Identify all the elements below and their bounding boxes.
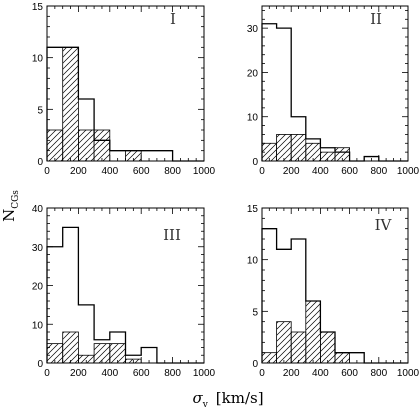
y-ticks: 0 10 20 30 <box>247 10 408 168</box>
x-ticks: 0 200 400 600 800 1000 <box>44 6 216 177</box>
y-tick-label: 15 <box>32 2 44 13</box>
x-tick-label: 400 <box>312 368 329 379</box>
x-tick-label: 600 <box>133 166 150 177</box>
hatched-bars <box>261 300 351 364</box>
x-ticks: 0 200 400 600 800 1000 <box>44 208 216 379</box>
hatched-bar <box>319 331 336 364</box>
panel-1: 0 200 400 600 800 1000 0 5 10 15 I <box>32 2 216 177</box>
y-tick-label: 10 <box>247 113 259 124</box>
y-tick-label: 10 <box>32 320 44 331</box>
x-tick-label: 200 <box>283 368 300 379</box>
x-tick-label: 0 <box>259 166 265 177</box>
x-tick-label: 200 <box>70 368 87 379</box>
y-axis-title: NCGs <box>0 190 21 222</box>
x-tick-label: 600 <box>341 368 358 379</box>
x-ticks: 0 200 400 600 800 1000 <box>259 6 419 177</box>
hatched-bar <box>93 129 111 162</box>
panel-label: II <box>370 10 382 28</box>
x-tick-label: 800 <box>164 166 181 177</box>
x-tick-label: 400 <box>101 166 118 177</box>
panel-2: 0 200 400 600 800 1000 0 10 20 30 II <box>247 5 419 177</box>
x-tick-label: 1000 <box>397 166 419 177</box>
x-tick-label: 1000 <box>397 368 419 379</box>
hatched-bar <box>290 134 307 162</box>
y-tick-label: 40 <box>32 204 44 215</box>
y-tick-label: 0 <box>37 359 43 370</box>
x-tick-label: 200 <box>70 166 87 177</box>
y-tick-label: 10 <box>247 256 259 267</box>
x-tick-label: 200 <box>283 166 300 177</box>
x-tick-label: 800 <box>370 368 387 379</box>
hatched-bars <box>46 331 142 364</box>
y-tick-label: 15 <box>247 204 259 215</box>
x-tick-label: 1000 <box>193 166 216 177</box>
hatched-bar <box>276 134 292 162</box>
y-tick-label: 5 <box>37 105 43 116</box>
x-tick-label: 0 <box>44 368 50 379</box>
x-ticks: 0 200 400 600 800 1000 <box>259 208 419 379</box>
x-tick-label: 800 <box>370 166 387 177</box>
y-tick-label: 30 <box>32 243 44 254</box>
panel-label: I <box>170 10 176 28</box>
y-tick-label: 0 <box>37 157 43 168</box>
y-tick-label: 5 <box>252 307 258 318</box>
panel-label: IV <box>375 216 393 234</box>
y-tick-label: 10 <box>32 54 44 65</box>
y-tick-label: 0 <box>252 157 258 168</box>
y-ticks: 0 10 20 30 40 <box>32 204 204 370</box>
hatched-bar <box>46 129 64 162</box>
hatched-bar <box>62 331 79 364</box>
y-tick-label: 20 <box>32 282 44 293</box>
hatched-bar <box>78 129 95 162</box>
y-tick-label: 0 <box>252 359 258 370</box>
panel-3: 0 200 400 600 800 1000 0 10 20 30 40 III <box>32 204 216 379</box>
hatched-bar <box>62 46 79 162</box>
x-tick-label: 600 <box>341 166 358 177</box>
x-axis-title: σv [km/s] <box>192 389 263 410</box>
x-tick-label: 800 <box>164 368 181 379</box>
open-histogram-outline <box>261 23 408 162</box>
hatched-bar <box>276 321 292 364</box>
x-tick-label: 0 <box>44 166 50 177</box>
hatched-bar <box>305 300 321 364</box>
hatched-bar <box>290 331 307 364</box>
x-tick-label: 1000 <box>193 368 216 379</box>
x-tick-label: 400 <box>312 166 329 177</box>
x-tick-label: 400 <box>101 368 118 379</box>
y-ticks: 0 5 10 15 <box>32 2 204 168</box>
panel-4: 0 200 400 600 800 1000 0 5 10 15 IV <box>247 204 419 379</box>
y-tick-label: 30 <box>247 24 259 35</box>
hatched-bars <box>261 134 351 162</box>
y-tick-label: 20 <box>247 68 259 79</box>
x-tick-label: 600 <box>133 368 150 379</box>
x-tick-label: 0 <box>259 368 265 379</box>
panel-label: III <box>163 226 181 244</box>
y-ticks: 0 5 10 15 <box>247 204 408 370</box>
